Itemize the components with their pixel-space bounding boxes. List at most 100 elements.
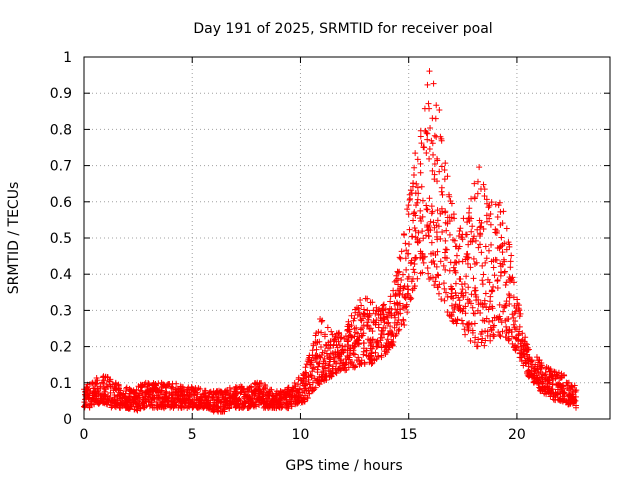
data-point	[456, 243, 463, 250]
data-point	[115, 381, 122, 388]
axis-ticks	[83, 56, 610, 420]
data-point	[512, 317, 519, 324]
data-point	[466, 205, 473, 212]
data-point	[129, 389, 136, 396]
data-point	[458, 317, 465, 324]
data-point	[431, 132, 438, 139]
data-point	[500, 256, 507, 263]
data-point	[434, 155, 441, 162]
data-point	[322, 373, 329, 380]
data-point	[331, 358, 338, 365]
data-point	[429, 140, 436, 147]
data-point	[318, 318, 325, 325]
data-point	[189, 386, 196, 393]
data-point	[489, 287, 496, 294]
data-point	[407, 187, 414, 194]
data-point	[319, 363, 326, 370]
data-point	[226, 384, 233, 391]
data-point	[463, 253, 470, 260]
data-point	[516, 328, 523, 335]
data-point	[402, 255, 409, 262]
data-point	[499, 220, 506, 227]
data-point	[547, 366, 554, 373]
data-point	[396, 268, 403, 275]
data-point	[446, 231, 453, 238]
data-point	[426, 105, 433, 112]
data-point	[190, 391, 197, 398]
data-point	[485, 204, 492, 211]
y-tick-labels: 0 0.1 0.2 0.3 0.4 0.5 0.6 0.7 0.8 0.9 1	[50, 50, 72, 428]
data-point	[487, 332, 494, 339]
data-point	[390, 333, 397, 340]
data-point	[483, 255, 490, 262]
data-point	[447, 313, 454, 320]
data-point	[152, 387, 159, 394]
data-point	[429, 167, 436, 174]
data-point	[402, 304, 409, 311]
data-point	[119, 403, 126, 410]
data-point	[401, 321, 408, 328]
data-point	[486, 202, 493, 209]
data-point	[427, 218, 434, 225]
data-point	[328, 328, 335, 335]
data-point	[478, 339, 485, 346]
data-point	[441, 285, 448, 292]
data-point	[435, 223, 442, 230]
data-point	[304, 395, 311, 402]
data-point	[412, 150, 419, 157]
data-point	[333, 370, 340, 377]
data-point	[494, 244, 501, 251]
data-point	[410, 266, 417, 273]
data-point	[310, 354, 317, 361]
data-point	[397, 255, 404, 262]
data-point	[434, 217, 441, 224]
data-point	[414, 275, 421, 282]
data-point	[350, 347, 357, 354]
data-point	[499, 241, 506, 248]
data-point	[133, 386, 140, 393]
data-point	[430, 250, 437, 257]
data-point	[261, 398, 268, 405]
data-point	[325, 339, 332, 346]
data-point	[515, 306, 522, 313]
data-point	[569, 384, 576, 391]
data-point	[427, 227, 434, 234]
y-tick-label: 0.3	[50, 303, 72, 319]
data-point	[444, 308, 451, 315]
data-point	[530, 378, 537, 385]
data-point	[146, 381, 152, 388]
y-tick-label: 0.8	[50, 122, 72, 138]
data-point	[525, 367, 532, 374]
data-point	[412, 212, 419, 219]
data-point	[377, 315, 384, 322]
data-point	[439, 208, 446, 215]
data-point	[421, 144, 428, 151]
data-point	[116, 392, 123, 399]
data-point	[140, 400, 147, 407]
data-point	[385, 319, 392, 326]
data-point	[176, 396, 183, 403]
data-point	[113, 401, 120, 408]
data-point	[481, 300, 488, 307]
data-point	[487, 210, 494, 217]
data-point	[480, 225, 487, 232]
data-point	[477, 230, 484, 237]
data-point	[425, 270, 432, 277]
data-point	[503, 225, 510, 232]
data-point	[514, 300, 521, 307]
data-point	[314, 352, 321, 359]
data-point	[507, 275, 514, 282]
data-point	[477, 223, 484, 230]
data-point	[473, 297, 480, 304]
data-point	[366, 310, 373, 317]
data-point	[470, 255, 477, 262]
data-point	[450, 211, 457, 218]
data-point	[380, 307, 387, 314]
grid-lines	[84, 57, 610, 419]
data-point	[418, 183, 425, 190]
data-point	[136, 396, 143, 403]
data-point	[482, 328, 489, 335]
data-point	[503, 298, 510, 305]
data-point	[398, 277, 405, 283]
data-point	[465, 241, 472, 248]
